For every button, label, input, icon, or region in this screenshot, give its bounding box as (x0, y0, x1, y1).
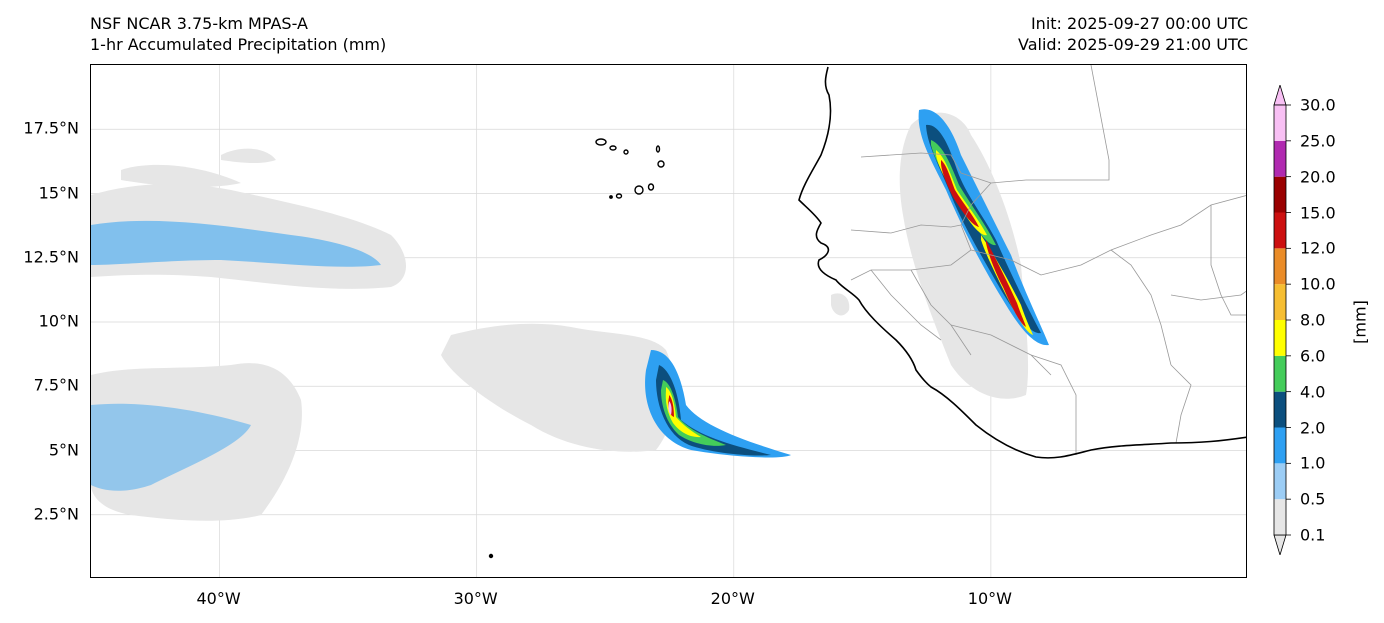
colorbar-level-label: 2.0 (1300, 418, 1326, 437)
colorbar-segment (1274, 391, 1286, 428)
colorbar-level-label: 6.0 (1300, 346, 1326, 366)
colorbar-level-label: 0.1 (1300, 525, 1326, 545)
lon-tick-label: 30°W (453, 589, 498, 608)
colorbar-segment (1274, 212, 1286, 249)
precip-intense-cores (661, 140, 1033, 446)
lat-tick-label: 15°N (38, 183, 79, 202)
colorbar-level-label: 30.0 (1300, 95, 1336, 115)
map-canvas (91, 65, 1246, 577)
lat-tick-label: 5°N (48, 440, 79, 459)
colorbar-segment (1274, 140, 1286, 177)
colorbar-extend-low (1273, 534, 1287, 555)
colorbar-segment (1274, 105, 1286, 141)
lon-tick-label: 40°W (196, 589, 241, 608)
precip-light-areas (91, 112, 1029, 521)
colorbar-level-label: 10.0 (1300, 274, 1336, 294)
valid-time: Valid: 2025-09-29 21:00 UTC (1017, 35, 1248, 54)
colorbar-segment (1274, 355, 1286, 392)
colorbar-level-label: 25.0 (1300, 131, 1336, 151)
lon-tick-label: 20°W (710, 589, 755, 608)
country-borders (850, 65, 1246, 455)
colorbar-extend-high (1273, 85, 1287, 106)
lat-tick-label: 7.5°N (33, 375, 79, 395)
chart-title: NSF NCAR 3.75-km MPAS-A 1-hr Accumulated… (90, 13, 386, 55)
lat-tick-label: 2.5°N (33, 504, 79, 524)
colorbar-level-label: 1.0 (1300, 453, 1326, 473)
colorbar-level-label: 4.0 (1300, 382, 1326, 402)
colorbar-level-label: 20.0 (1300, 167, 1336, 187)
lon-tick-label: 10°W (967, 589, 1012, 608)
colorbar (1273, 85, 1291, 555)
colorbar-level-label: 8.0 (1300, 310, 1326, 330)
colorbar-segment (1274, 320, 1286, 356)
colorbar-level-label: 12.0 (1300, 238, 1336, 258)
time-info: Init: 2025-09-27 00:00 UTC Valid: 2025-0… (1018, 13, 1248, 55)
colorbar-level-label: 0.5 (1300, 489, 1326, 509)
colorbar-segment (1274, 284, 1286, 320)
colorbar-segment (1274, 499, 1286, 535)
map-panel (90, 64, 1247, 578)
lat-tick-label: 10°N (38, 311, 79, 331)
field-name: 1-hr Accumulated Precipitation (mm) (90, 35, 387, 54)
coastline (798, 66, 1246, 459)
colorbar-segment (1274, 176, 1286, 213)
lat-tick-label: 17.5°N (23, 118, 79, 138)
colorbar-segment (1274, 463, 1286, 500)
colorbar-level-label: 15.0 (1300, 203, 1336, 222)
colorbar-unit: [mm] (1350, 300, 1370, 344)
colorbar-segment (1274, 427, 1286, 464)
lat-tick-label: 12.5°N (23, 247, 79, 267)
model-name: NSF NCAR 3.75-km MPAS-A (90, 14, 308, 33)
cape-verde-islands (488, 138, 665, 559)
init-time: Init: 2025-09-27 00:00 UTC (1030, 14, 1248, 33)
colorbar-segment (1274, 248, 1286, 285)
